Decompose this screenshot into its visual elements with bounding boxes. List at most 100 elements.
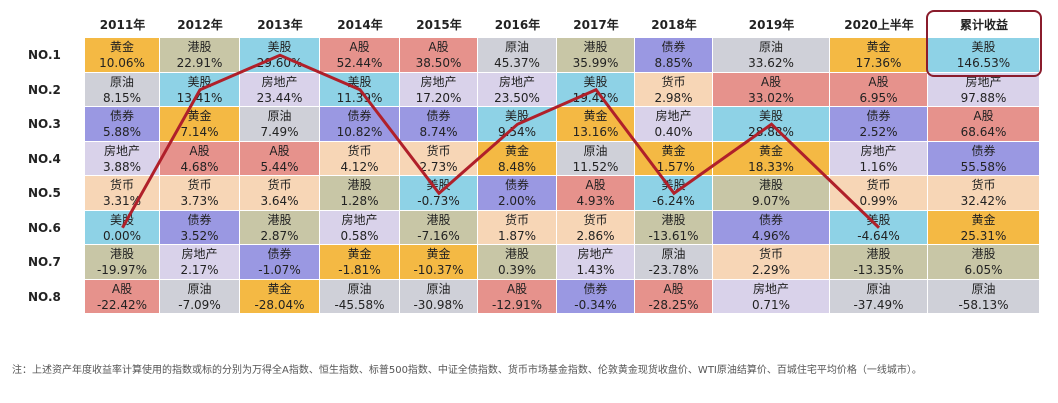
cell-value: -45.58% (334, 297, 385, 312)
table-cell: 房地产 17.20% (400, 72, 478, 107)
table-cell: 货币 0.99% (830, 176, 928, 211)
table-cell: A股 -12.91% (478, 279, 557, 314)
row-label: NO.6 (28, 220, 61, 235)
cell-value: 2.29% (751, 263, 791, 277)
table-cell: 港股 -13.35% (830, 245, 928, 280)
cell-asset: 债券 (583, 281, 608, 296)
cell-asset: 黄金 (187, 109, 212, 123)
cell-value: 1.87% (497, 228, 537, 243)
cell-asset: 债券 (267, 247, 292, 261)
table-cell: A股 5.44% (240, 141, 320, 176)
table-cell: 美股 -0.73% (400, 176, 478, 211)
column-header: 2015年 (416, 18, 462, 32)
table-cell: 黄金 10.06% (85, 38, 160, 73)
cell-value: 45.37% (494, 56, 540, 70)
cell-value: 0.40% (654, 125, 693, 139)
cell-value: -6.24% (652, 194, 695, 208)
cell-value: 1.43% (576, 263, 615, 277)
cell-asset: 黄金 (758, 143, 783, 158)
table-cell: 货币 4.12% (320, 141, 400, 176)
cell-value: 1.28% (340, 194, 379, 208)
table-cell: 货币 2.98% (635, 72, 713, 107)
column-header: 2019年 (748, 18, 795, 32)
table-cell: 债券 -0.34% (557, 279, 635, 314)
table-cell: 房地产 0.40% (635, 107, 713, 142)
table-cell: 原油 -45.58% (320, 279, 400, 314)
cell-asset: 黄金 (109, 40, 134, 54)
cell-value: 3.73% (180, 194, 219, 208)
table-cell: 货币 2.86% (557, 210, 635, 245)
cell-value: -7.09% (178, 297, 221, 312)
cell-asset: 货币 (187, 178, 212, 192)
table-cell: 房地产 97.88% (928, 72, 1040, 107)
table-cell: 原油 45.37% (478, 38, 557, 73)
table-cell: 货币 32.42% (928, 176, 1040, 211)
cell-value: 11.39% (336, 90, 383, 105)
table-cell: 债券 3.52% (160, 210, 240, 245)
table-cell: 美股 -4.64% (830, 210, 928, 245)
cell-asset: 美股 (267, 40, 292, 54)
table-cell: 原油 7.49% (240, 107, 320, 142)
table-cell: A股 68.64% (928, 107, 1040, 142)
cell-asset: 港股 (109, 247, 134, 261)
table-cell: 房地产 1.16% (830, 141, 928, 176)
cell-value: 0.71% (751, 297, 791, 312)
cell-asset: 美股 (866, 212, 891, 227)
table-cell: 原油 -58.13% (928, 279, 1040, 314)
cell-asset: 房地产 (860, 143, 897, 158)
cell-asset: 房地产 (103, 143, 140, 158)
cell-asset: 债券 (347, 109, 372, 123)
cell-value: 13.16% (572, 125, 619, 139)
row-label: NO.5 (28, 186, 61, 200)
cell-value: -30.98% (413, 297, 464, 312)
table-cell: 黄金 17.36% (830, 38, 928, 73)
cell-asset: 债券 (866, 109, 891, 123)
cell-value: 17.20% (415, 90, 462, 105)
cell-value: 28.88% (748, 125, 794, 139)
cell-value: 32.42% (960, 194, 1007, 208)
table-cell: 黄金 -1.81% (320, 245, 400, 280)
table-cell: 房地产 3.88% (85, 141, 160, 176)
table-cell: 黄金 -10.37% (400, 245, 478, 280)
cell-asset: 房地产 (181, 247, 218, 261)
cell-value: 1.16% (859, 159, 898, 174)
cell-value: 55.58% (960, 159, 1007, 174)
cell-asset: A股 (189, 143, 210, 158)
column-header: 2018年 (651, 18, 697, 32)
cell-asset: 债券 (109, 109, 134, 123)
cell-value: 10.06% (99, 56, 145, 70)
cell-value: -58.13% (958, 297, 1009, 312)
cell-value: 5.88% (102, 125, 142, 139)
table-cell: 原油 -37.49% (830, 279, 928, 314)
cell-asset: 货币 (583, 212, 608, 227)
cell-asset: 债券 (187, 212, 212, 227)
table-cell: 黄金 8.48% (478, 141, 557, 176)
cell-value: 6.05% (964, 263, 1003, 277)
cell-asset: 货币 (661, 74, 686, 89)
cell-value: -22.42% (96, 297, 148, 312)
cell-asset: 港股 (267, 212, 292, 227)
cell-asset: 房地产 (577, 247, 614, 261)
cell-value: 2.86% (576, 228, 615, 243)
cell-asset: 原油 (187, 281, 212, 296)
cell-value: 97.88% (960, 90, 1007, 105)
table-cell: 债券 8.74% (400, 107, 478, 142)
table-cell: A股 -22.42% (85, 279, 160, 314)
cell-value: -10.37% (413, 263, 464, 277)
table-cell: 货币 1.87% (478, 210, 557, 245)
cell-value: 4.12% (340, 159, 379, 174)
row-label: NO.2 (28, 82, 61, 97)
table-cell: 美股 29.60% (240, 38, 320, 73)
table-cell: 黄金 18.33% (713, 141, 830, 176)
cell-value: 6.95% (859, 90, 898, 105)
cell-asset: 原油 (661, 247, 686, 261)
cell-asset: 美股 (971, 40, 996, 54)
table-cell: 债券 4.96% (713, 210, 830, 245)
cell-value: 10.82% (336, 125, 383, 139)
cell-asset: A股 (428, 40, 449, 54)
table-cell: 港股 35.99% (557, 38, 635, 73)
cell-value: 4.93% (576, 194, 615, 208)
cell-asset: 房地产 (498, 74, 535, 89)
column-header: 累计收益 (959, 18, 1008, 32)
